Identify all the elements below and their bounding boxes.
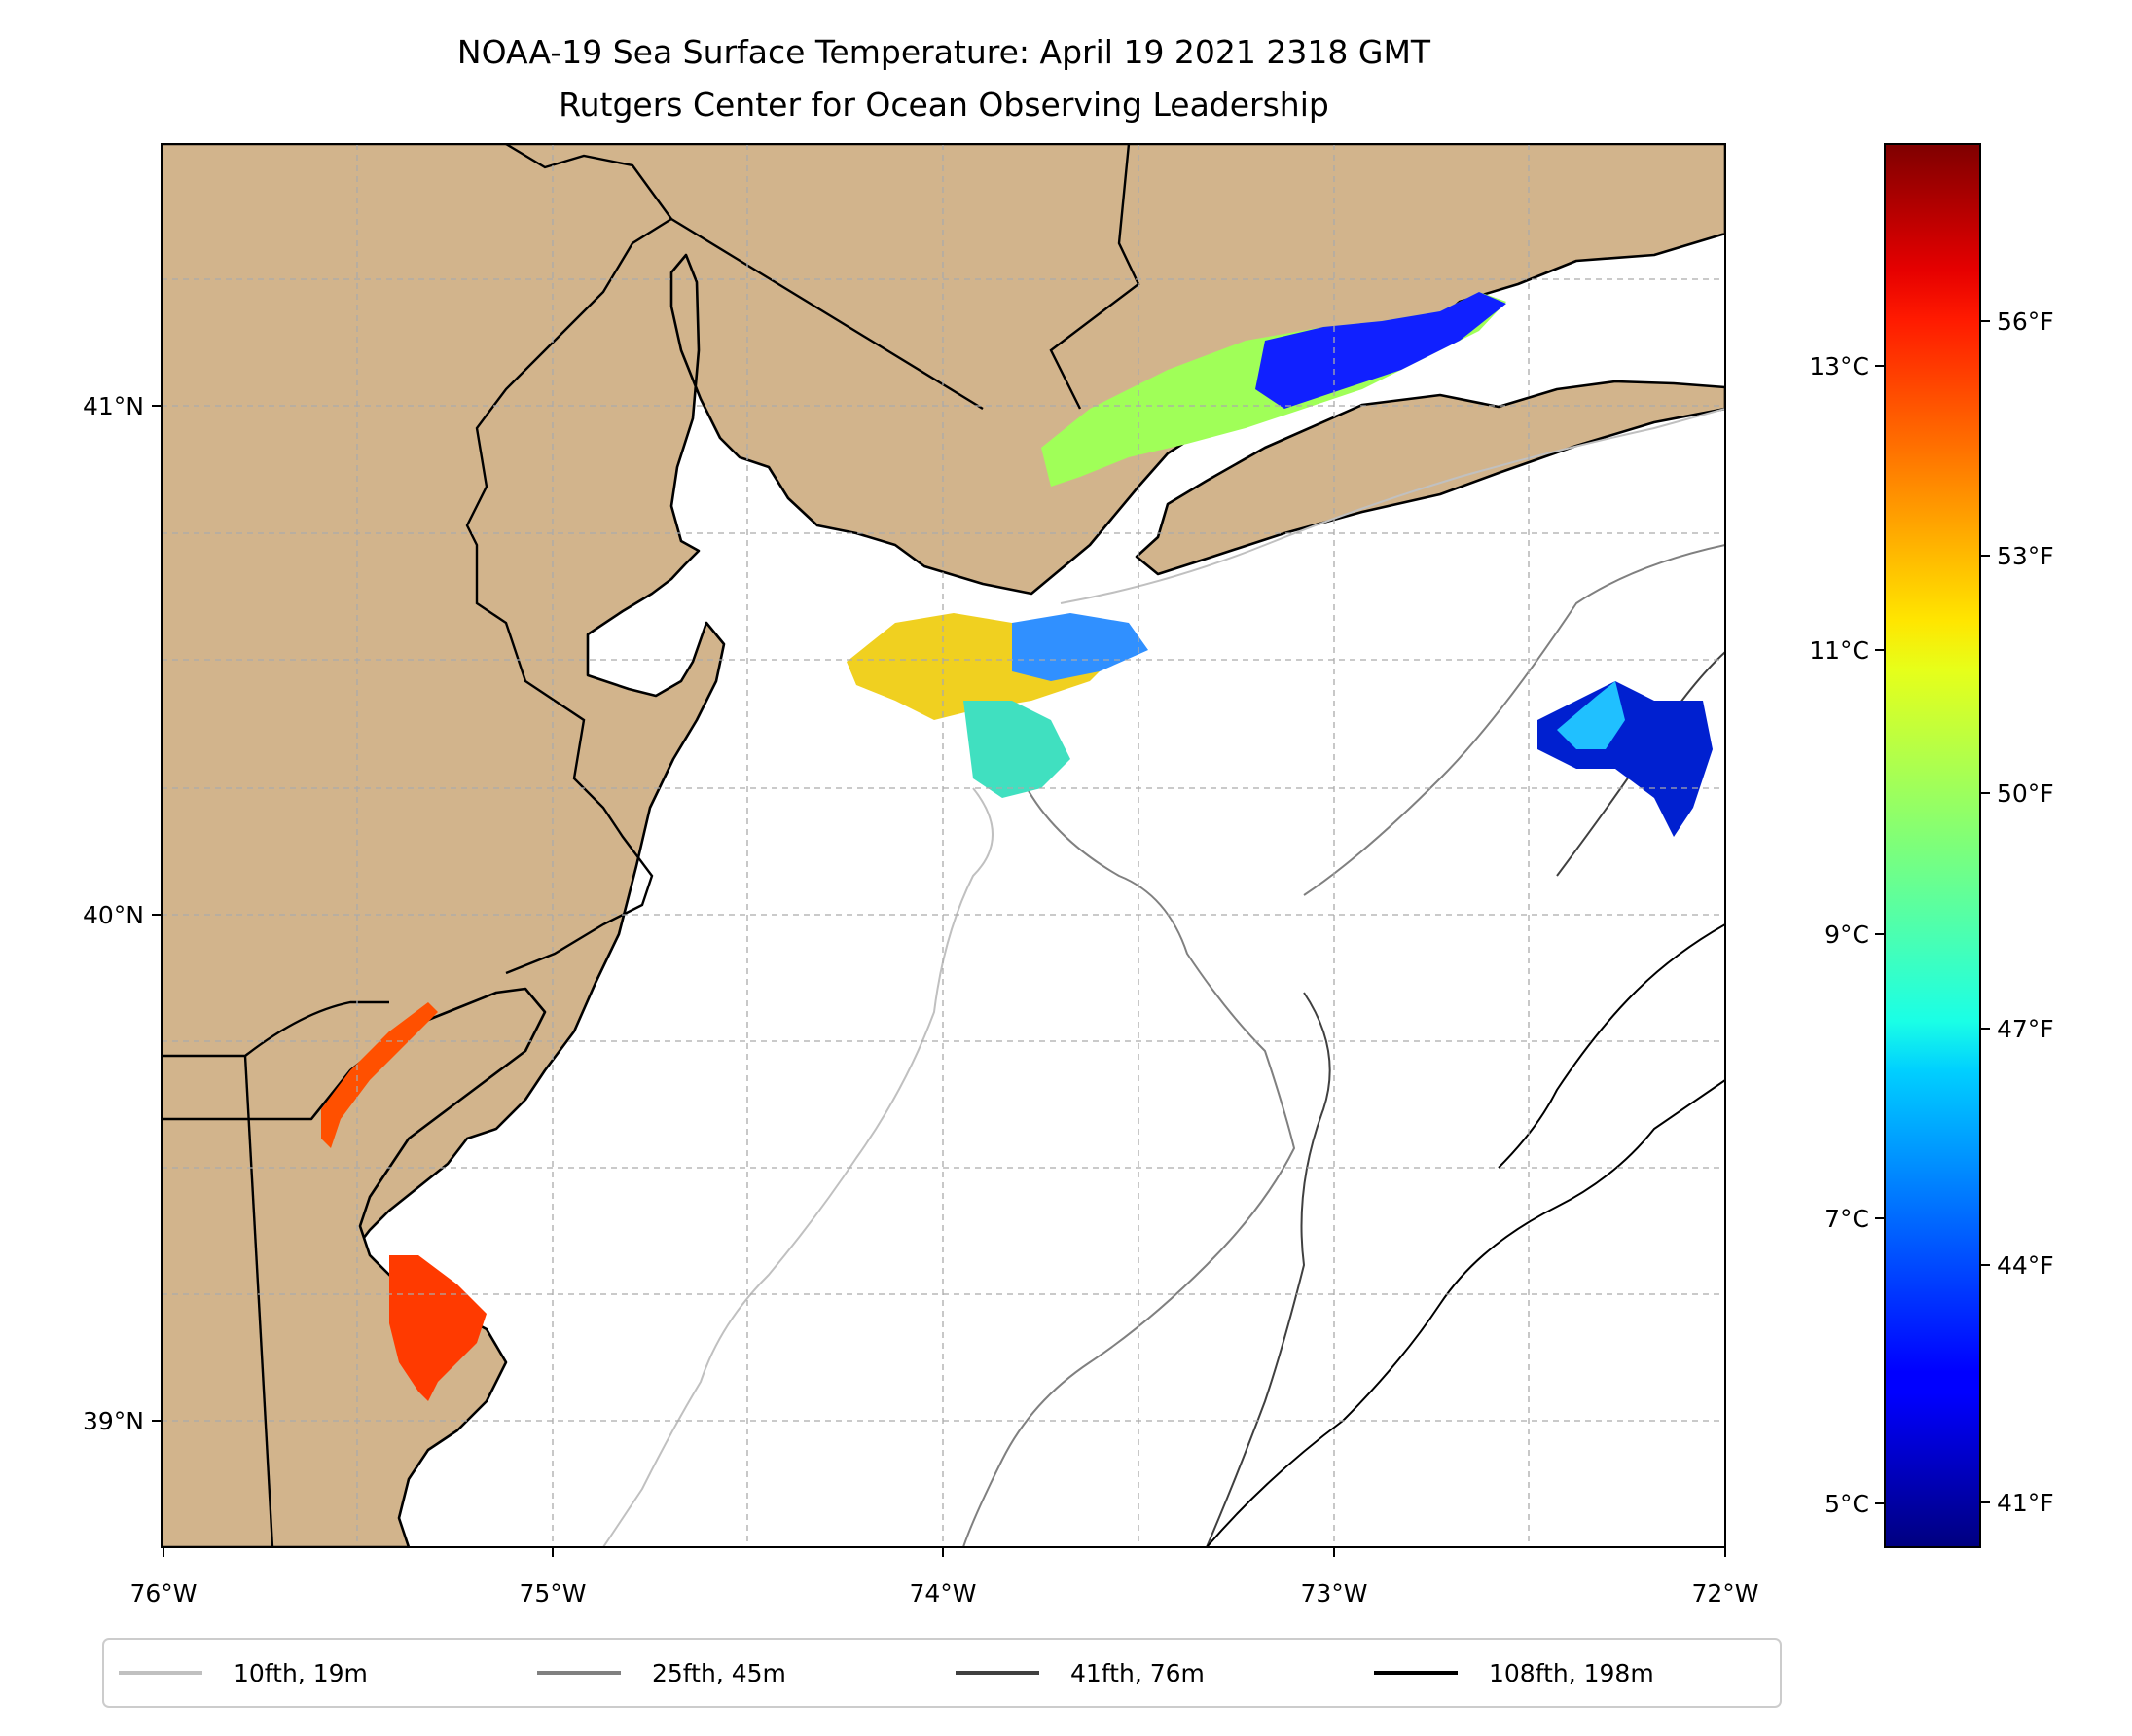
lon-axis [163,1547,1726,1557]
cbar-c-7: 7°C [1825,1205,1869,1233]
sst-nj-coast [963,701,1070,798]
cbar-f-50: 50°F [1997,779,2054,808]
delaware-shore [576,596,1125,1479]
contour-198m [1206,923,1725,1547]
sst-patches [321,292,1713,1401]
lat-tick-39n: 39°N [83,1407,144,1435]
sst-delaware-river [321,1002,438,1148]
lon-tick-72w: 72°W [1691,1579,1758,1608]
lon-tick-75w: 75°W [519,1579,586,1608]
sst-sound-east-cold [1255,292,1506,409]
legend-label-45m: 25fth, 45m [652,1659,786,1687]
legend-label-19m: 10fth, 19m [234,1659,368,1687]
lat-tick-41n: 41°N [83,392,144,420]
sst-delaware-bay [389,1255,487,1401]
legend-box [102,1638,1782,1708]
sst-offshore-cyan [1557,681,1625,749]
map-panel[interactable] [162,144,1725,1547]
lon-tick-74w: 74°W [909,1579,976,1608]
ny-nj-boundary [505,144,984,411]
nj-pa-boundary [465,217,672,975]
cbar-f-41: 41°F [1997,1489,2054,1517]
sst-bight-cool [1012,613,1148,681]
colorbar-gradient [1884,143,1981,1548]
title-line-2: Rutgers Center for Ocean Observing Leade… [559,86,1329,124]
pa-de-boundary [162,1000,389,1058]
cbar-c-9: 9°C [1825,921,1869,949]
contour-45m [962,544,1725,1547]
legend-label-76m: 41fth, 76m [1070,1659,1205,1687]
de-md-boundary [243,1055,274,1547]
lat-tick-40n: 40°N [83,901,144,929]
cbar-f-56: 56°F [1997,307,2054,336]
gridlines [162,144,1725,1547]
delmarva-upper [162,987,547,1547]
lon-tick-76w: 76°W [129,1579,197,1608]
lat-axis [152,405,162,1422]
colorbar: 13°C 11°C 9°C 7°C 5°C 56°F 53°F 50°F 47°… [1809,143,2054,1548]
cbar-c-13: 13°C [1809,352,1869,380]
long-island [1135,380,1725,576]
title-line-1: NOAA-19 Sea Surface Temperature: April 1… [457,33,1431,71]
contour-19m [602,408,1725,1547]
cbar-f-53: 53°F [1997,542,2054,570]
legend-label-198m: 108fth, 198m [1489,1659,1654,1687]
cbar-f-47: 47°F [1997,1015,2054,1043]
cbar-f-44: 44°F [1997,1251,2054,1280]
cbar-c-11: 11°C [1809,636,1869,665]
lon-tick-73w: 73°W [1300,1579,1367,1608]
legend: 10fth, 19m 25fth, 45m 41fth, 76m 108fth,… [102,1638,1782,1708]
cbar-c-5: 5°C [1825,1490,1869,1518]
bathymetry-contours [602,408,1725,1547]
